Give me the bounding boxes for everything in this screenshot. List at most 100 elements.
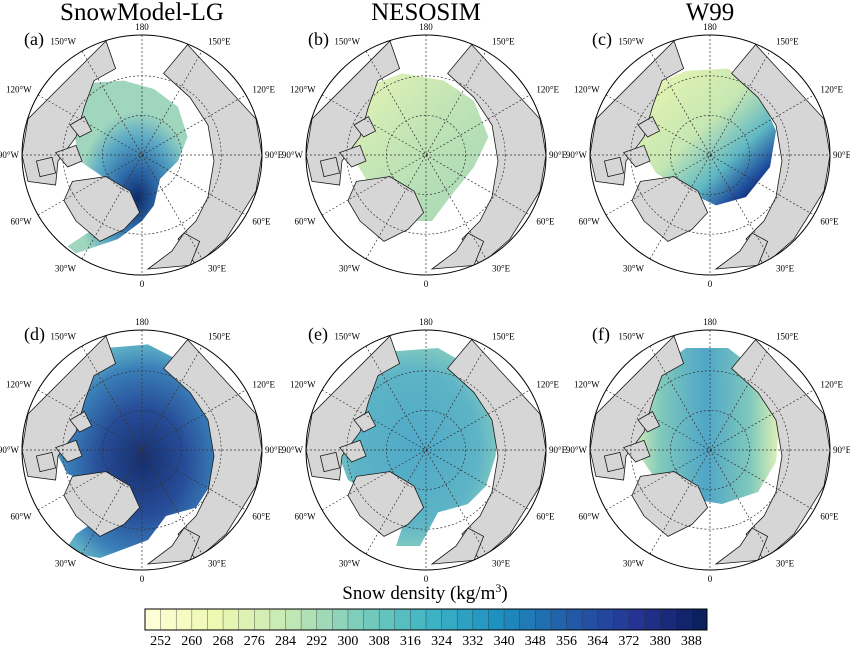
map-boundary [589,34,831,276]
longitude-label: 60°E [252,512,271,522]
longitude-label: 60°E [820,512,839,522]
longitude-label: 180 [135,317,149,327]
map-panel-3: (c) 180 0 90°W 90°E 150°W 150°E 120°W 120°E 60°W 6… [566,22,850,289]
density-field [67,80,188,254]
longitude-label: 150°W [334,37,360,47]
land-mass [353,411,377,433]
longitude-label: 120°W [290,380,316,390]
longitude-label: 60°W [295,217,317,227]
land-mass [22,40,117,186]
colorbar-cell [472,609,489,630]
colorbar-cell [535,609,552,630]
land-mass [146,232,201,270]
colorbar-cell [269,609,286,630]
longitude-label: 90°E [549,150,568,160]
longitude-label: 0 [424,279,429,289]
colorbar-cell [426,609,443,630]
longitude-label: 60°E [536,217,555,227]
longitude-label: 120°E [252,380,275,390]
longitude-label: 120°W [574,85,600,95]
colorbar-tick-label: 332 [462,634,483,647]
colorbar-tick-label: 252 [150,634,171,647]
panel-label-3: (c) [592,29,612,50]
colorbar-cell [394,609,411,630]
longitude-label: 180 [419,22,433,32]
longitude-label: 120°W [6,85,32,95]
land-mass [54,144,83,168]
longitude-label: 150°W [50,332,76,342]
land-mass [447,338,546,561]
map-boundary [21,34,263,276]
land-mass [35,451,57,473]
longitude-label: 90°E [833,445,850,455]
colorbar-cell [644,609,661,630]
colorbar-cell [379,609,396,630]
land-mass [603,451,625,473]
colorbar-cell [207,609,224,630]
colorbar-cell [519,609,536,630]
colorbar-tick-label: 348 [525,634,546,647]
colorbar-cell [457,609,474,630]
land-mass [714,232,769,270]
longitude-label: 90°E [549,445,568,455]
longitude-label: 120°E [536,380,559,390]
longitude-label: 30°W [339,558,361,568]
longitude-label: 120°W [6,380,32,390]
colorbar-title: Snow density (kg/m3) [342,581,507,604]
land-mass [22,335,117,481]
colorbar-cell [285,609,302,630]
colorbar-cell [332,609,349,630]
land-mass [631,471,709,537]
land-mass [430,527,485,565]
panel-label-4: (d) [24,324,45,345]
longitude-label: 30°W [339,263,361,273]
longitude-label: 90°W [0,150,20,160]
longitude-label: 60°W [579,217,601,227]
map-boundary [305,34,547,276]
longitude-label: 60°W [579,512,601,522]
map-panel-5: (e) 180 0 90°W 90°E 150°W 150°E 120°W 120°E 60°W 6… [282,317,568,584]
longitude-label: 150°W [334,332,360,342]
map-panel-6: (f) 180 0 90°W 90°E 150°W 150°E 120°W 120°E 60°W 6… [566,317,850,584]
longitude-label: 180 [703,22,717,32]
land-mass [637,116,661,138]
colorbar-title-superscript: 3 [495,581,501,595]
colorbar-cell [488,609,505,630]
longitude-label: 0 [708,279,713,289]
colorbar-cell [316,609,333,630]
longitude-label: 90°E [833,150,850,160]
colorbar-tick-label: 364 [587,634,608,647]
density-field [632,348,780,504]
colorbar-cell [410,609,427,630]
longitude-label: 90°W [282,445,304,455]
density-field [48,344,221,558]
map-boundary [305,329,547,571]
colorbar-cell [582,609,599,630]
longitude-label: 150°E [492,332,515,342]
land-mass [319,156,341,178]
land-mass [163,338,262,561]
colorbar-cell [363,609,380,630]
colorbar-tick-label: 372 [618,634,639,647]
colorbar-ticks: 252 260 268 276 284 292 300 308 316 324 332 340 348 3… [150,634,702,647]
colorbar: Snow density (kg/m3) 252 260 268 276 284 292 3… [144,581,708,647]
land-mass [631,176,709,242]
land-mass [163,43,262,266]
colorbar-tick-label: 268 [213,634,234,647]
longitude-label: 150°E [208,332,231,342]
longitude-label: 30°E [492,263,511,273]
colorbar-tick-label: 356 [556,634,577,647]
colorbar-tick-label: 380 [650,634,671,647]
longitude-label: 90°W [282,150,304,160]
land-mass [347,471,425,537]
land-mass [731,43,830,266]
colorbar-title-close: ) [501,583,507,604]
land-mass [306,40,401,186]
colorbar-tick-label: 308 [369,634,390,647]
longitude-label: 180 [703,317,717,327]
colorbar-tick-label: 388 [681,634,702,647]
land-mass [603,156,625,178]
longitude-label: 150°W [618,37,644,47]
land-mass [69,116,93,138]
